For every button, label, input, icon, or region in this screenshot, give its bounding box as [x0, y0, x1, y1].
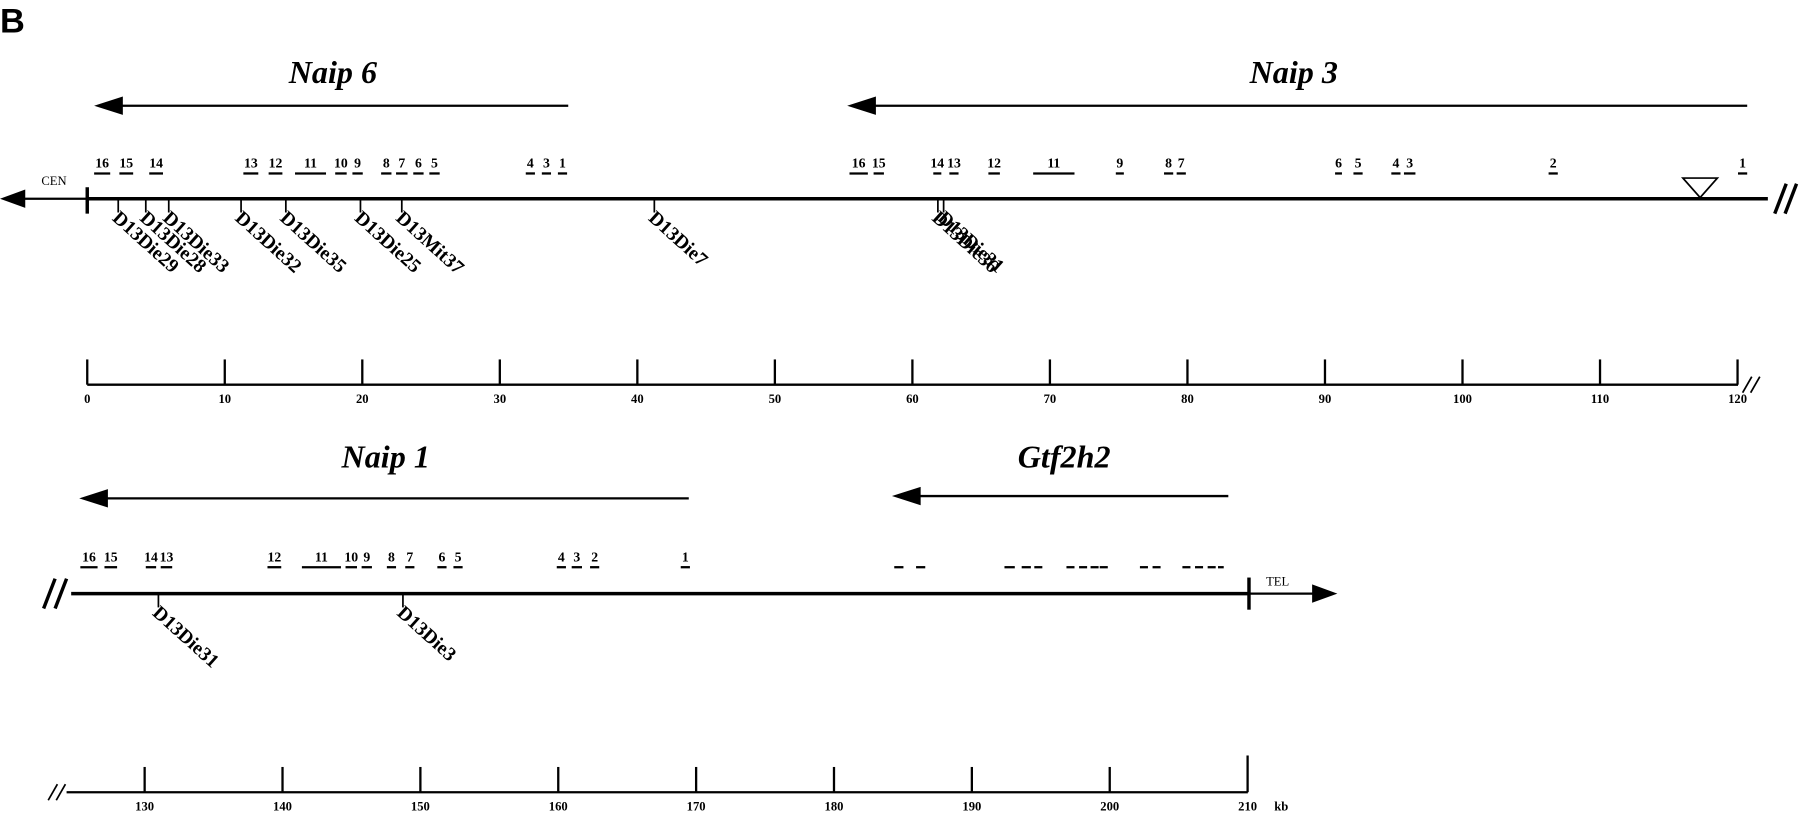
- exon-label: 4: [558, 549, 565, 564]
- scale-label: 50: [769, 392, 782, 406]
- exon-label: 15: [104, 549, 118, 564]
- exon-label: 14: [930, 156, 944, 171]
- exon-label: 10: [344, 549, 358, 564]
- scale-label: 120: [1728, 392, 1747, 406]
- break: [47, 783, 59, 801]
- exon-label: 6: [415, 156, 422, 171]
- exon-label: 14: [149, 156, 163, 171]
- exon-label: 6: [1335, 156, 1342, 171]
- gene-arrowhead: [79, 489, 108, 508]
- exon-label: 1: [1739, 156, 1746, 171]
- exon-label: 5: [455, 549, 462, 564]
- exon-label: 13: [244, 156, 258, 171]
- exon-label: 12: [267, 549, 281, 564]
- exon-label: 12: [269, 156, 283, 171]
- break: [1741, 376, 1753, 394]
- marker-label: D13Die31: [933, 207, 1007, 277]
- unit-label: kb: [1274, 800, 1288, 813]
- exon-label: 1: [559, 156, 566, 171]
- exon-label: 1: [682, 549, 689, 564]
- exon-label: 3: [573, 549, 580, 564]
- scale-label: 140: [273, 800, 292, 813]
- exon-label: 9: [354, 156, 361, 171]
- gene-name: Naip 6: [288, 54, 378, 90]
- scale-label: 100: [1453, 392, 1472, 406]
- exon-label: 12: [987, 156, 1001, 171]
- exon-label: 16: [82, 549, 96, 564]
- scale-label: 60: [906, 392, 919, 406]
- scale-label: 10: [218, 392, 231, 406]
- exon-label: 5: [431, 156, 438, 171]
- scale-label: 200: [1100, 800, 1119, 813]
- exon-label: 8: [383, 156, 390, 171]
- scale-label: 160: [549, 800, 568, 813]
- marker-label: D13Die7: [644, 207, 711, 271]
- exon-label: 8: [388, 549, 395, 564]
- exon-label: 4: [1392, 156, 1399, 171]
- scale-label: 180: [825, 800, 844, 813]
- exon-label: 8: [1165, 156, 1172, 171]
- exon-label: 10: [334, 156, 348, 171]
- exon-label: 4: [527, 156, 534, 171]
- tel-label: TEL: [1266, 575, 1289, 589]
- exon-label: 5: [1355, 156, 1362, 171]
- break: [1773, 183, 1788, 215]
- gene-name: Naip 1: [341, 438, 430, 474]
- exon-label: 16: [95, 156, 109, 171]
- scale-label: 0: [84, 392, 90, 406]
- scale-label: 210: [1238, 800, 1257, 813]
- insertion-triangle: [1681, 177, 1720, 199]
- break: [1783, 183, 1799, 215]
- cen-label: CEN: [41, 174, 66, 188]
- tel-arrowhead: [1312, 584, 1338, 603]
- exon-label: 13: [160, 549, 174, 564]
- exon-label: 15: [872, 156, 886, 171]
- exon-label: 13: [947, 156, 961, 171]
- scale-label: 40: [631, 392, 644, 406]
- scale-label: 170: [687, 800, 706, 813]
- panel-label: B: [0, 2, 25, 40]
- exon-label: 2: [1550, 156, 1557, 171]
- scale-label: 70: [1044, 392, 1057, 406]
- exon-label: 7: [1178, 156, 1185, 171]
- scale-label: 110: [1591, 392, 1609, 406]
- exon-label: 11: [1047, 156, 1060, 171]
- exon-label: 7: [406, 549, 413, 564]
- exon-label: 7: [398, 156, 405, 171]
- marker-label: D13Die3: [393, 602, 460, 666]
- scale-label: 150: [411, 800, 430, 813]
- scale-label: 30: [494, 392, 507, 406]
- scale-label: 90: [1319, 392, 1332, 406]
- scale-label: 130: [135, 800, 154, 813]
- break: [42, 578, 57, 610]
- exon-label: 11: [315, 549, 328, 564]
- marker-label: D13Die31: [148, 602, 222, 672]
- exon-label: 3: [543, 156, 550, 171]
- scale-label: 80: [1181, 392, 1194, 406]
- gene-arrowhead: [891, 486, 921, 506]
- exon-label: 9: [363, 549, 370, 564]
- exon-label: 16: [852, 156, 866, 171]
- exon-label: 15: [119, 156, 133, 171]
- exon-label: 6: [439, 549, 446, 564]
- scale-label: 190: [962, 800, 981, 813]
- gene-arrowhead: [847, 96, 876, 115]
- gene-name: Naip 3: [1249, 54, 1338, 90]
- cen-arrowhead: [0, 189, 26, 208]
- exon-label: 9: [1116, 156, 1123, 171]
- exon-label: 3: [1406, 156, 1413, 171]
- break: [1749, 376, 1761, 394]
- gene-name: Gtf2h2: [1018, 438, 1111, 474]
- break: [53, 578, 69, 610]
- gene-arrowhead: [94, 96, 123, 115]
- scale-label: 20: [356, 392, 369, 406]
- break: [55, 783, 67, 801]
- exon-label: 2: [591, 549, 598, 564]
- exon-label: 11: [304, 156, 317, 171]
- exon-label: 14: [144, 549, 158, 564]
